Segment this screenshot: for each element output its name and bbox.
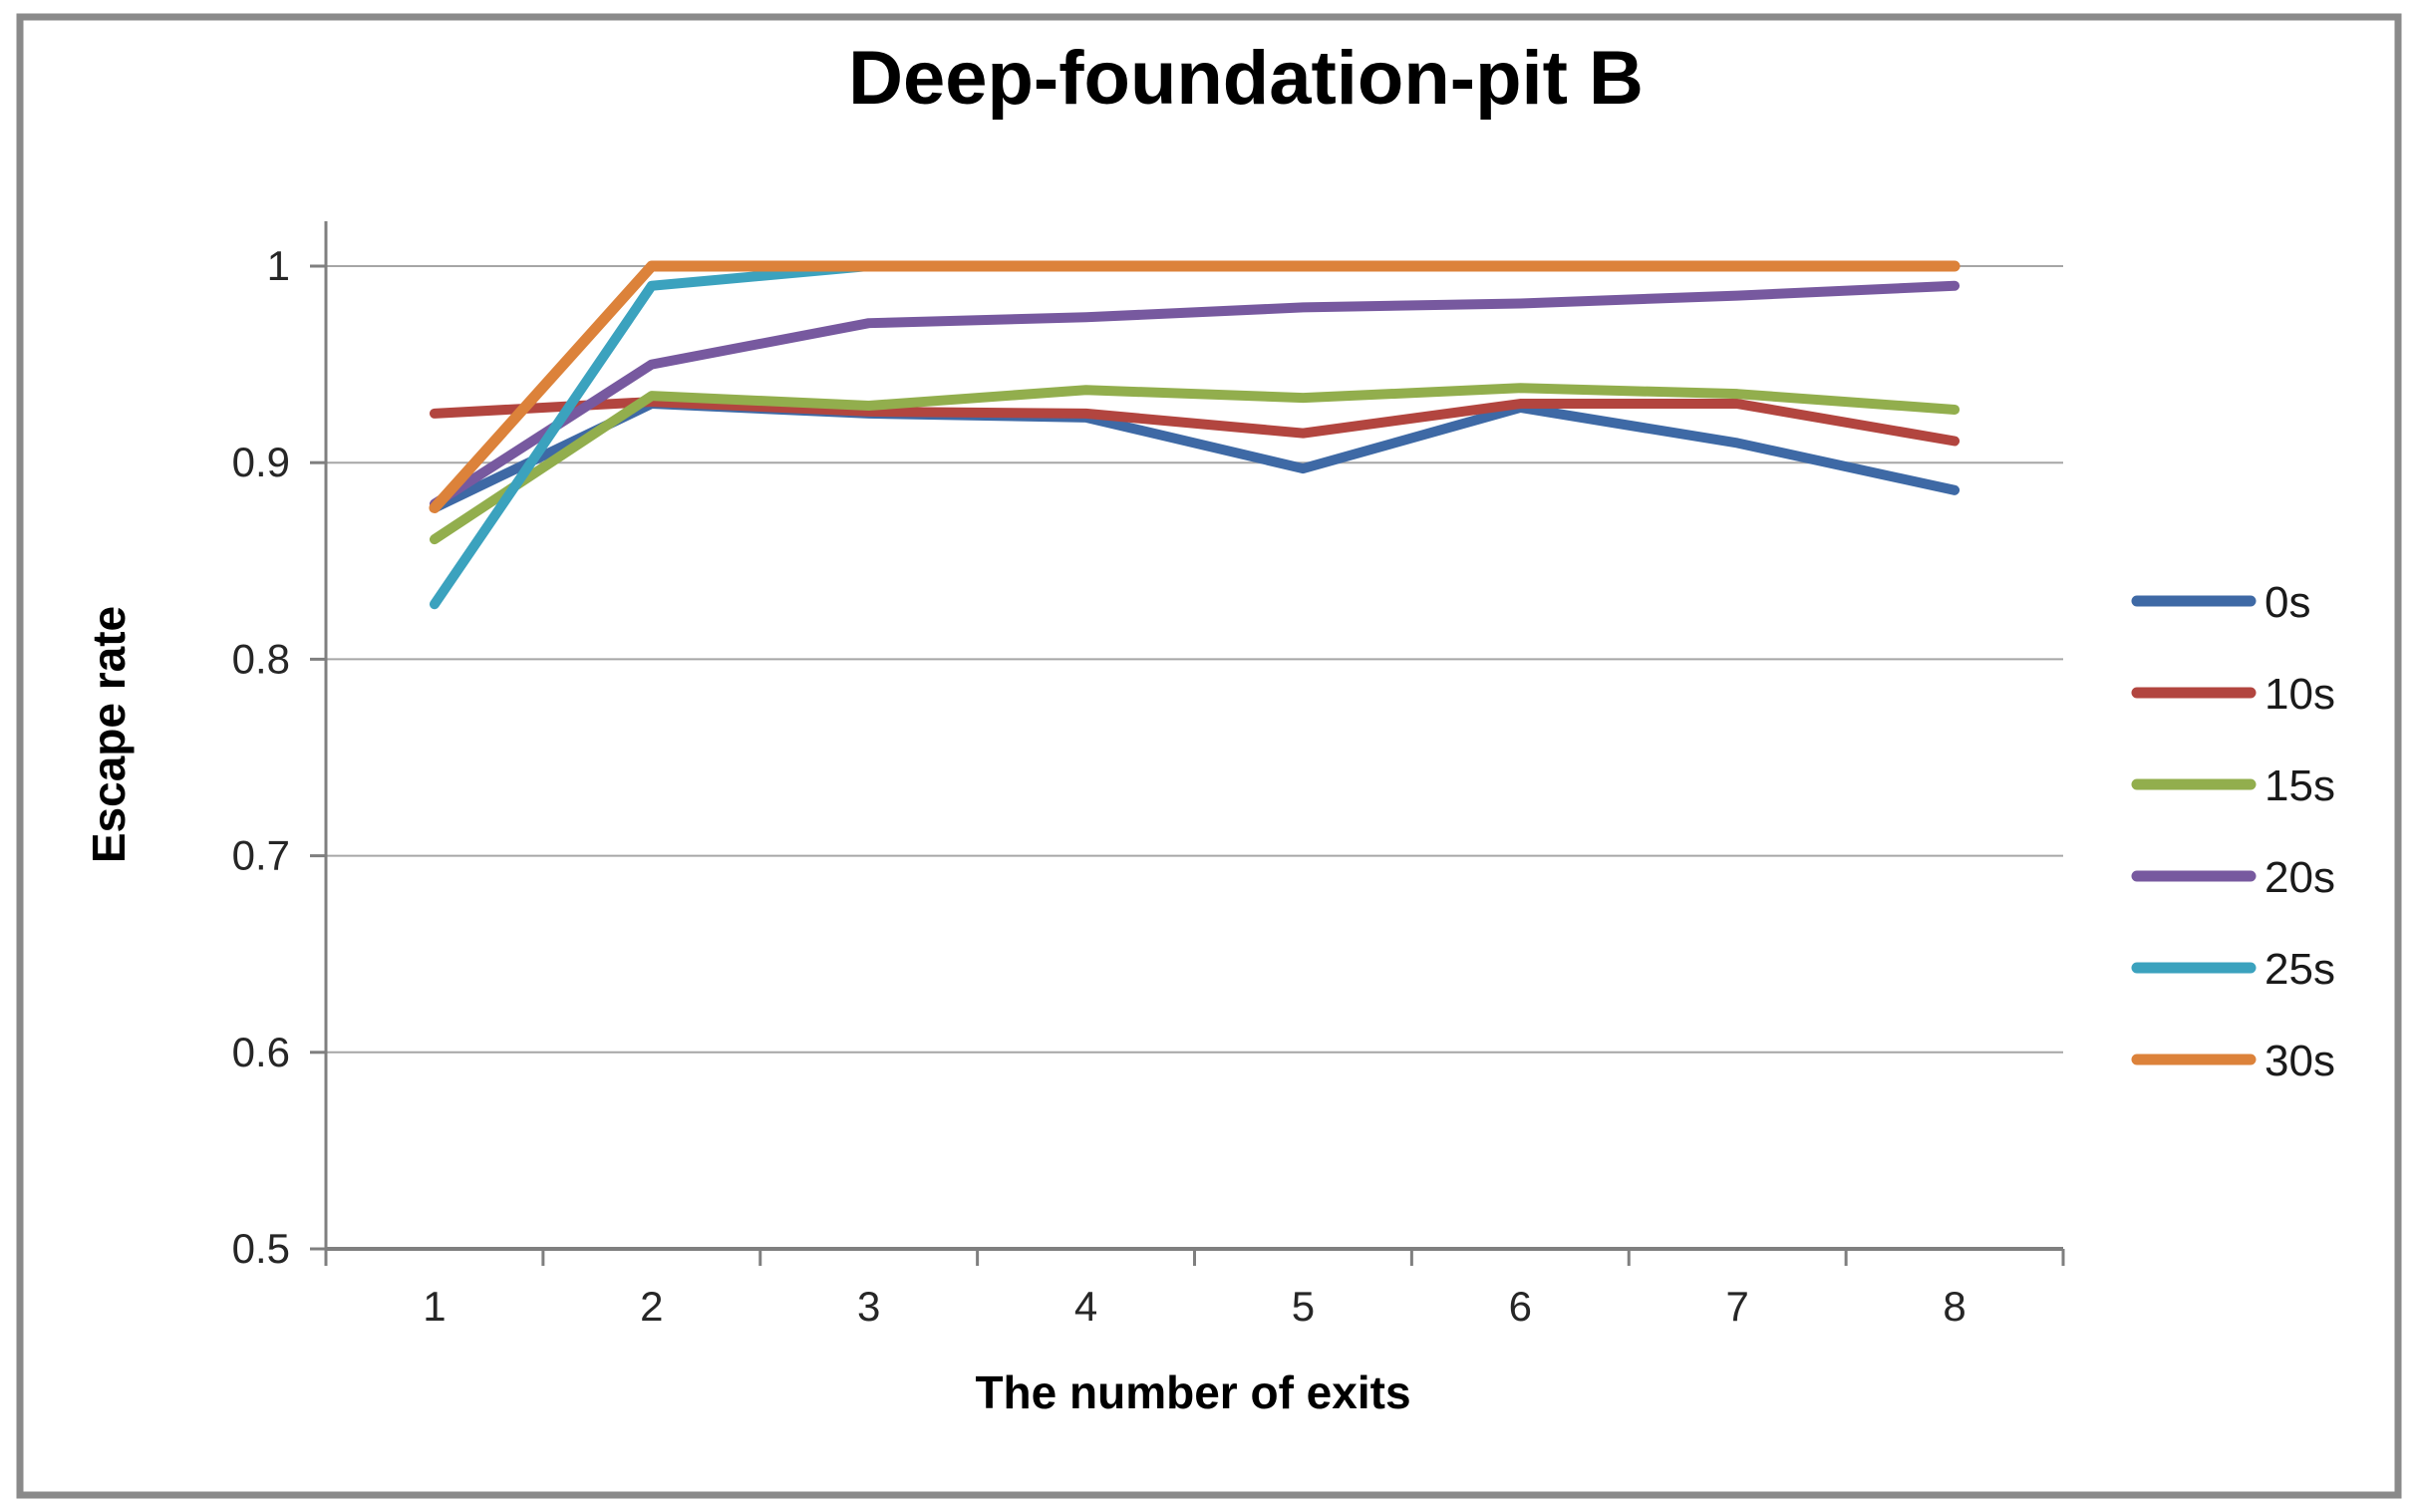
x-tick-label: 6 [1509,1283,1532,1330]
chart-border-frame [16,13,2402,1499]
y-tick-label: 0.6 [232,1029,290,1075]
series-line-10s [429,397,1961,447]
x-tick-label: 7 [1726,1283,1749,1330]
legend-label-15s: 15s [2265,761,2335,810]
x-tick-labels: 1 2 3 4 5 6 7 8 [423,1283,1965,1330]
y-tick-label: 0.7 [232,832,290,879]
legend-label-10s: 10s [2265,670,2335,719]
x-tick-label: 3 [857,1283,880,1330]
y-axis-title: Escape rate [83,606,135,863]
legend-label-20s: 20s [2265,853,2335,902]
series-line-30s [429,260,1961,514]
x-axis-title: The number of exits [975,1366,1410,1418]
y-tick-label: 1 [267,242,290,289]
x-tick-label: 8 [1943,1283,1965,1330]
y-tick-label: 0.5 [232,1225,290,1272]
y-tick-label: 0.8 [232,635,290,682]
chart-title: Deep-foundation-pit B [848,36,1644,121]
series-line-15s [429,383,1961,545]
series-lines [429,260,1961,610]
series-line-20s [429,280,1961,509]
x-tick-label: 4 [1074,1283,1097,1330]
y-tick-label: 0.9 [232,439,290,485]
x-tick-label: 5 [1292,1283,1315,1330]
x-tick-label: 1 [423,1283,446,1330]
legend: 0s 10s 15s 20s 25s 30s [2131,578,2335,1085]
x-tick-label: 2 [640,1283,663,1330]
legend-label-0s: 0s [2265,578,2310,627]
y-tick-labels: 1 0.9 0.8 0.7 0.6 0.5 [232,242,290,1272]
legend-label-30s: 30s [2265,1037,2335,1085]
tick-marks [310,264,2065,1266]
legend-label-25s: 25s [2265,945,2335,994]
